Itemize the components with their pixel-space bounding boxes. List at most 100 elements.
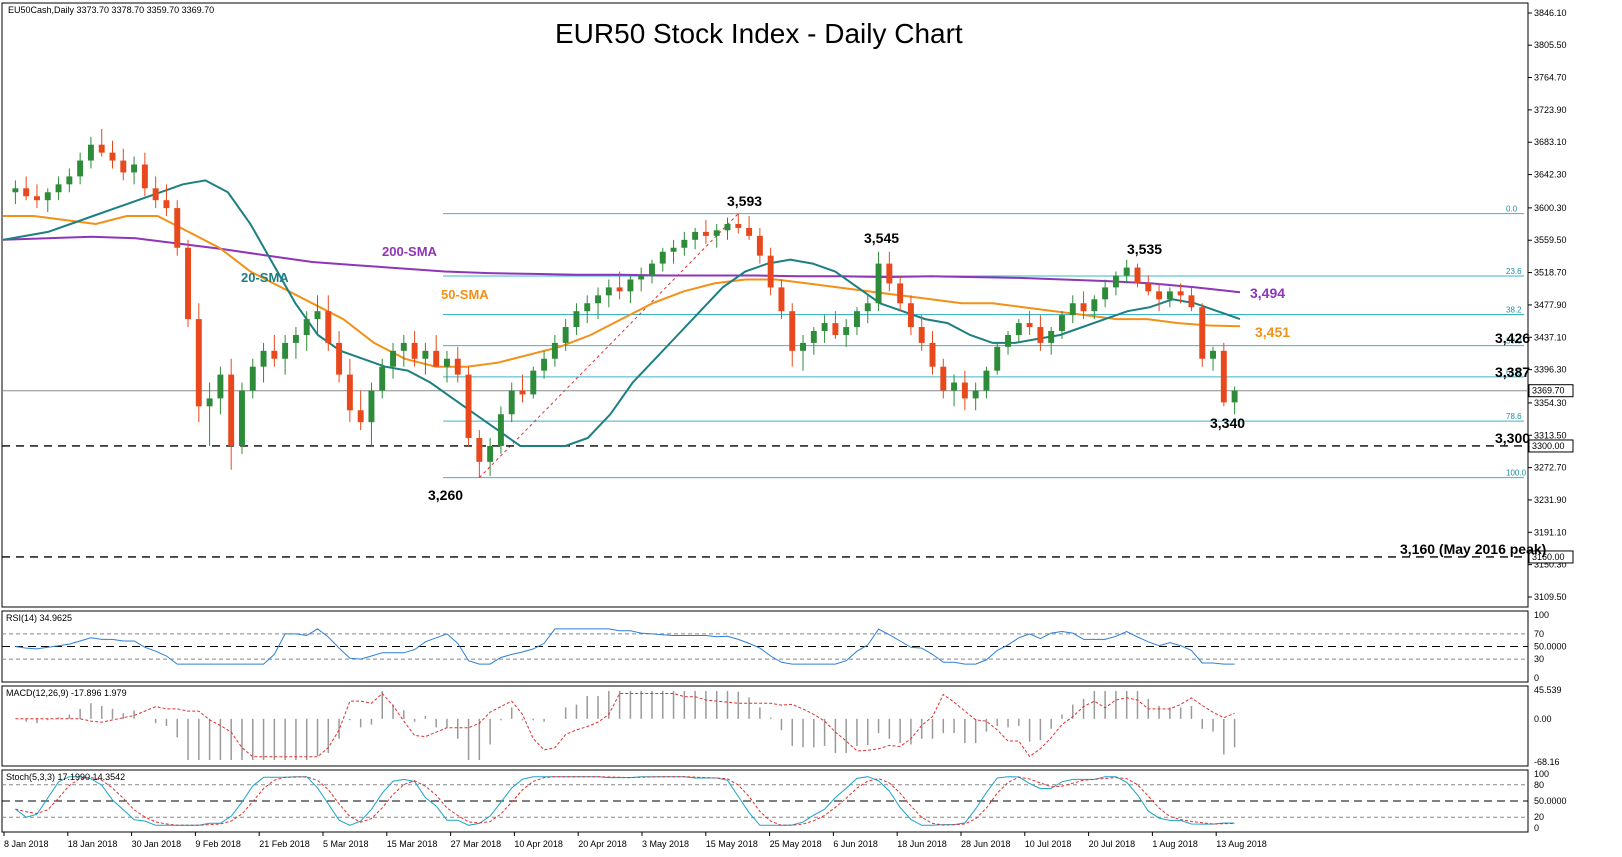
candle-body bbox=[821, 323, 828, 332]
candle-body bbox=[983, 370, 990, 391]
candle-body bbox=[854, 311, 860, 328]
candle-body bbox=[1005, 334, 1011, 347]
date-label: 28 Jun 2018 bbox=[961, 839, 1011, 849]
support-box bbox=[1528, 439, 1574, 453]
symbol-header: EU50Cash,Daily 3373.70 3378.70 3359.70 3… bbox=[8, 5, 214, 15]
swing-label-3340: 3,340 bbox=[1210, 415, 1245, 431]
candle-body bbox=[670, 247, 677, 252]
candle-body bbox=[1134, 267, 1141, 284]
candle-body bbox=[702, 231, 709, 236]
candle-body bbox=[800, 342, 806, 351]
candle-body bbox=[195, 319, 202, 407]
candle-body bbox=[961, 382, 968, 399]
candle-body bbox=[77, 160, 84, 177]
candle-body bbox=[789, 311, 796, 351]
candle-body bbox=[34, 196, 40, 201]
fib-label: 38.2 bbox=[1506, 306, 1522, 315]
date-label: 15 Mar 2018 bbox=[387, 839, 438, 849]
candle-body bbox=[659, 251, 666, 264]
candle-body bbox=[260, 350, 267, 367]
candle-body bbox=[1220, 350, 1227, 403]
candle-body bbox=[681, 239, 688, 248]
stoch-axis-label: 80 bbox=[1534, 780, 1544, 790]
candle-body bbox=[346, 374, 353, 411]
rsi-header: RSI(14) 34.9625 bbox=[6, 613, 72, 623]
rsi-axis-label: 100 bbox=[1534, 610, 1549, 620]
sma20-label: 20-SMA bbox=[241, 270, 289, 285]
candle-body bbox=[292, 334, 299, 343]
level-label-3300: 3,300 bbox=[1495, 430, 1530, 446]
price-tick-label: 3642.30 bbox=[1534, 170, 1567, 180]
candle-body bbox=[12, 188, 19, 193]
swing-label-3593: 3,593 bbox=[727, 193, 762, 209]
candle-body bbox=[1102, 287, 1109, 300]
candle-body bbox=[465, 374, 472, 439]
candle-body bbox=[1059, 315, 1065, 332]
candle-body bbox=[918, 327, 925, 343]
rsi-line bbox=[15, 628, 1235, 665]
candle-body bbox=[217, 374, 224, 399]
price-tick-label: 3518.70 bbox=[1534, 268, 1567, 278]
candle-body bbox=[551, 342, 558, 359]
fib-label: 0.0 bbox=[1506, 205, 1518, 214]
sma50-line bbox=[3, 215, 1241, 368]
date-label: 18 Jan 2018 bbox=[68, 839, 118, 849]
fib-label: 50.0 bbox=[1506, 337, 1522, 346]
date-label: 10 Jul 2018 bbox=[1025, 839, 1072, 849]
candle-body bbox=[163, 200, 170, 209]
candle-body bbox=[832, 323, 839, 335]
candle-body bbox=[692, 231, 699, 240]
price-tick-label: 3805.50 bbox=[1534, 40, 1567, 50]
swing-label-3260: 3,260 bbox=[428, 487, 463, 503]
candle-body bbox=[131, 164, 138, 173]
candle-body bbox=[994, 346, 1001, 371]
rsi-axis-label: 0 bbox=[1534, 673, 1539, 683]
fib-label: 61.8 bbox=[1506, 368, 1522, 377]
date-label: 15 May 2018 bbox=[706, 839, 758, 849]
macd-axis-label: 45.539 bbox=[1534, 685, 1562, 695]
macd-header: MACD(12,26,9) -17.896 1.979 bbox=[6, 688, 127, 698]
candle-body bbox=[864, 303, 871, 312]
date-label: 30 Jan 2018 bbox=[132, 839, 182, 849]
candle-body bbox=[886, 263, 893, 284]
candle-body bbox=[627, 279, 634, 292]
fib-trend-line bbox=[478, 213, 739, 479]
support-box bbox=[1528, 550, 1574, 564]
support-level-label: 3160.00 bbox=[1532, 552, 1565, 562]
candle-body bbox=[1069, 303, 1076, 316]
date-label: 6 Jun 2018 bbox=[833, 839, 878, 849]
macd-signal-line bbox=[15, 692, 1235, 758]
candle-body bbox=[314, 311, 321, 320]
candle-body bbox=[649, 263, 655, 276]
candle-body bbox=[282, 342, 289, 359]
rsi-axis-label: 50.0000 bbox=[1534, 642, 1567, 652]
stoch-axis-label: 0 bbox=[1534, 823, 1539, 833]
candle-body bbox=[1048, 331, 1055, 343]
candle-body bbox=[109, 152, 116, 161]
candle-body bbox=[735, 223, 742, 228]
candle-body bbox=[1015, 323, 1022, 335]
candle-body bbox=[810, 331, 817, 343]
candle-body bbox=[951, 382, 958, 391]
candle-body bbox=[1080, 303, 1087, 312]
candle-body bbox=[239, 390, 245, 446]
current-price-box bbox=[1528, 384, 1574, 398]
sma20-line bbox=[2, 179, 1241, 447]
candle-body bbox=[584, 303, 591, 312]
candle-body bbox=[605, 287, 612, 296]
level-label-3160: 3,160 (May 2016 peak) bbox=[1400, 541, 1546, 557]
price-tick-label: 3313.50 bbox=[1534, 430, 1567, 440]
candle-body bbox=[1177, 291, 1184, 296]
candle-body bbox=[357, 410, 364, 423]
date-label: 21 Feb 2018 bbox=[259, 839, 310, 849]
candle-body bbox=[897, 283, 904, 304]
candle-body bbox=[325, 311, 332, 343]
candle-body bbox=[929, 342, 936, 367]
candle-body bbox=[778, 287, 785, 312]
candle-body bbox=[1026, 323, 1033, 328]
candle-body bbox=[454, 358, 461, 375]
price-tick-label: 3846.10 bbox=[1534, 8, 1567, 18]
price-tick-label: 3477.90 bbox=[1534, 300, 1567, 310]
candle-body bbox=[843, 327, 850, 335]
